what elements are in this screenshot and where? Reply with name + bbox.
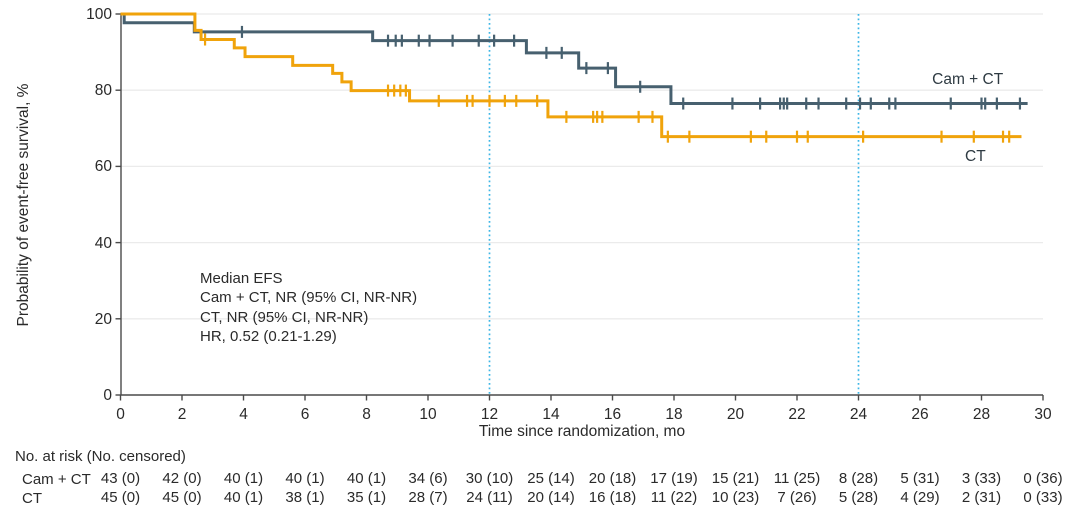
risk-cell: 40 (1) <box>285 470 325 487</box>
risk-cell: 30 (10) <box>465 470 514 487</box>
risk-cell: 34 (6) <box>408 470 448 487</box>
risk-table-header: No. at risk (No. censored) <box>15 448 186 465</box>
annotation-line: Median EFS <box>200 270 283 287</box>
risk-cell: 17 (19) <box>650 470 698 487</box>
x-tick-label: 12 <box>480 406 499 423</box>
risk-cell: 0 (33) <box>1023 489 1063 506</box>
curve-label-cam-ct: Cam + CT <box>932 70 1004 88</box>
x-tick-label: 2 <box>177 406 187 423</box>
y-tick-label: 20 <box>94 310 112 328</box>
risk-row-label-cam-ct: Cam + CT <box>22 471 91 488</box>
y-tick-label: 40 <box>94 234 112 252</box>
x-tick-label: 6 <box>300 406 310 423</box>
x-axis-title: Time since randomization, mo <box>478 423 686 440</box>
survival-curve-ct <box>120 12 1022 139</box>
median-efs-annotation: Median EFS Cam + CT, NR (95% CI, NR-NR) … <box>200 269 417 347</box>
risk-cell: 45 (0) <box>100 489 141 506</box>
x-tick-label: 22 <box>788 406 806 423</box>
x-tick-label: 0 <box>116 406 125 423</box>
risk-cell: 15 (21) <box>711 470 760 487</box>
x-tick-label: 14 <box>542 406 560 423</box>
y-tick-label: 60 <box>94 158 112 176</box>
x-tick-label: 26 <box>911 406 929 423</box>
x-tick-label: 10 <box>419 406 437 423</box>
risk-cell: 40 (1) <box>223 470 264 487</box>
risk-cell: 28 (7) <box>408 489 448 506</box>
risk-row-label-ct: CT <box>22 490 42 507</box>
y-axis-title: Probability of event-free survival, % <box>15 83 32 327</box>
annotation-line: HR, 0.52 (0.21-1.29) <box>200 328 337 346</box>
x-tick-label: 18 <box>665 406 683 423</box>
risk-cell: 43 (0) <box>100 470 141 487</box>
x-tick-label: 4 <box>239 406 248 423</box>
risk-cell: 42 (0) <box>162 470 202 487</box>
risk-cell: 11 (25) <box>773 470 821 487</box>
risk-cell: 45 (0) <box>162 489 202 506</box>
risk-cell: 20 (18) <box>588 470 637 487</box>
risk-cell: 24 (11) <box>466 489 513 506</box>
annotation-line: Cam + CT, NR (95% CI, NR-NR) <box>200 289 418 307</box>
x-tick-label: 16 <box>603 406 622 423</box>
risk-cell: 10 (23) <box>711 489 760 506</box>
x-tick-label: 30 <box>1034 406 1052 423</box>
risk-cell: 40 (1) <box>223 489 264 506</box>
y-tick-label: 0 <box>103 387 112 404</box>
x-tick-label: 20 <box>726 406 745 423</box>
risk-cell: 8 (28) <box>838 470 879 487</box>
risk-cell: 16 (18) <box>588 489 637 506</box>
risk-cell: 7 (26) <box>777 489 817 506</box>
risk-cell: 38 (1) <box>285 489 325 506</box>
y-tick-label: 80 <box>94 82 112 100</box>
y-tick-label: 100 <box>86 6 112 23</box>
annotation-line: CT, NR (95% CI, NR-NR) <box>200 308 369 326</box>
risk-cell: 40 (1) <box>346 470 387 487</box>
risk-cell: 11 (22) <box>650 489 698 506</box>
risk-cell: 5 (28) <box>838 489 879 506</box>
x-tick-label: 24 <box>849 406 868 423</box>
risk-cell: 4 (29) <box>900 489 940 506</box>
risk-cell: 20 (14) <box>527 489 575 506</box>
risk-cell: 35 (1) <box>346 489 387 506</box>
x-tick-label: 8 <box>362 406 371 423</box>
risk-cell: 2 (31) <box>961 489 1002 506</box>
x-tick-label: 28 <box>972 406 991 423</box>
survival-curve-cam-ct <box>120 12 1028 106</box>
risk-cell: 5 (31) <box>900 470 940 487</box>
risk-cell: 3 (33) <box>961 470 1002 487</box>
curve-label-ct: CT <box>965 147 986 165</box>
risk-cell: 25 (14) <box>527 470 575 487</box>
risk-cell: 0 (36) <box>1023 470 1063 487</box>
